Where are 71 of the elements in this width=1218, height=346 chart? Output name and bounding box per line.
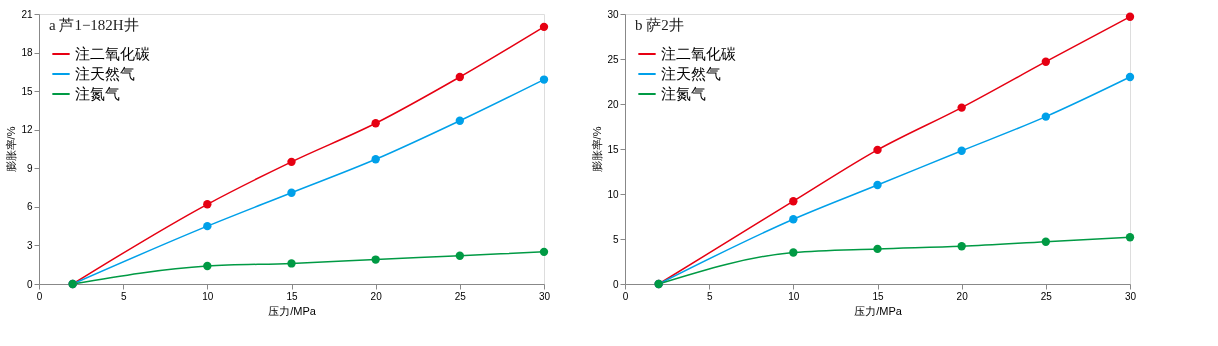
x-axis-title: 压力/MPa (268, 304, 317, 317)
point (1041, 112, 1051, 121)
point (539, 22, 549, 32)
point (371, 155, 380, 164)
x-axis-title: 压力/MPa (854, 304, 903, 317)
chart-title: a 芦1−182H井 (49, 17, 139, 33)
legend-label: 注氮气 (661, 86, 706, 102)
point (1125, 233, 1135, 242)
y-tick-label: 20 (607, 98, 619, 110)
legend-label: 注天然气 (75, 66, 135, 82)
point (455, 251, 465, 260)
y-tick-label: 18 (21, 47, 33, 59)
legend-label: 注二氧化碳 (75, 46, 150, 62)
y-tick-label: 10 (607, 188, 619, 200)
x-tick-label: 15 (872, 290, 884, 302)
y-axis-title: 膨胀率/% (5, 126, 18, 173)
y-tick-label: 6 (26, 201, 33, 213)
point (1041, 237, 1051, 246)
point (957, 242, 966, 251)
x-tick-label: 30 (538, 290, 551, 302)
point (371, 119, 380, 128)
point (287, 157, 296, 167)
point (873, 145, 882, 155)
y-tick-label: 0 (612, 278, 619, 290)
point (957, 103, 966, 112)
point (203, 221, 212, 231)
y-tick-label: 15 (607, 143, 619, 155)
y-tick-label: 0 (26, 278, 33, 290)
x-tick-label: 10 (788, 290, 800, 302)
chart-title: b 萨2井 (635, 17, 684, 33)
point (873, 180, 882, 190)
point (789, 197, 798, 206)
point (539, 247, 549, 257)
point (1041, 57, 1051, 66)
legend-label: 注二氧化碳 (661, 46, 736, 62)
x-tick-label: 0 (36, 290, 43, 302)
x-tick-label: 20 (956, 290, 969, 302)
x-tick-label: 20 (370, 290, 383, 302)
y-tick-label: 9 (26, 162, 33, 174)
y-tick-label: 12 (21, 124, 33, 136)
x-tick-label: 25 (454, 290, 467, 302)
x-tick-label: 25 (1040, 290, 1053, 302)
point (371, 255, 380, 264)
y-tick-label: 15 (21, 85, 33, 97)
y-tick-label: 5 (612, 233, 619, 245)
x-tick-label: 5 (120, 290, 127, 302)
point (539, 75, 549, 84)
legend-label: 注氮气 (75, 86, 120, 102)
x-tick-label: 5 (706, 290, 713, 302)
point (957, 146, 966, 155)
x-tick-label: 30 (1124, 290, 1137, 302)
point (287, 188, 296, 197)
point (203, 200, 212, 209)
x-tick-label: 10 (202, 290, 214, 302)
legend-label: 注天然气 (661, 66, 721, 82)
point (1125, 72, 1135, 82)
point (203, 261, 212, 271)
point (455, 72, 465, 82)
y-tick-label: 25 (607, 53, 619, 65)
point (1125, 12, 1135, 21)
y-tick-label: 21 (21, 8, 33, 20)
y-tick-label: 30 (607, 8, 619, 20)
y-tick-label: 3 (26, 239, 33, 251)
x-tick-label: 15 (286, 290, 298, 302)
x-tick-label: 0 (622, 290, 629, 302)
y-axis-title: 膨胀率/% (591, 126, 604, 173)
point (873, 244, 882, 254)
point (455, 116, 465, 125)
point (789, 248, 798, 257)
point (789, 215, 798, 224)
point (287, 259, 296, 268)
